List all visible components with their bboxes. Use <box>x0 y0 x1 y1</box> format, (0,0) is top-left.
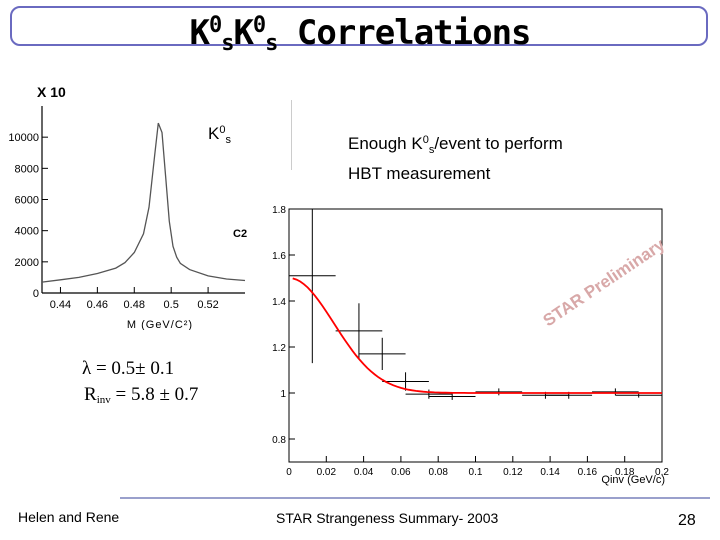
mass-y-tick-label: 2000 <box>15 257 39 269</box>
data-point <box>289 209 336 364</box>
slide-title: K0sK0s Correlations <box>189 13 531 56</box>
correlation-chart: 0 0.02 0.04 0.06 0.08 0.1 0.12 0.14 0.16 0.18 0.2 0… <box>233 205 669 486</box>
scale-label: X 10 <box>37 84 66 100</box>
footer-authors: Helen and Rene <box>18 509 120 525</box>
corr-y-tick-label: 1.6 <box>272 251 286 262</box>
corr-x-tick-label: 0.12 <box>503 467 523 478</box>
data-point <box>475 388 523 396</box>
data-point <box>428 393 476 400</box>
corr-x-tick-label: 0.02 <box>317 467 337 478</box>
corr-x-label: Qinv (GeV/c) <box>601 474 665 486</box>
corr-x-tick-label: 0.2 <box>655 467 669 478</box>
corr-frame <box>288 208 663 463</box>
title-frame <box>10 6 708 46</box>
mass-x-tick-label: 0.52 <box>197 299 218 311</box>
hbt-note: Enough K0s/event to perform HBT measureme… <box>348 134 563 183</box>
mass-y-tick-label: 10000 <box>8 132 39 144</box>
fit-curve <box>292 277 662 394</box>
corr-y-tick-label: 1.2 <box>272 343 286 354</box>
data-point <box>335 303 383 359</box>
corr-x-tick-label: 0.08 <box>428 467 448 478</box>
corr-x-tick-label: 0.14 <box>540 467 560 478</box>
corr-y-tick-label: 0.8 <box>272 435 286 446</box>
corr-x-tick-label: 0.18 <box>615 467 635 478</box>
data-point <box>382 372 429 391</box>
mass-y-tick-label: 8000 <box>15 163 39 175</box>
page-number: 28 <box>678 512 696 529</box>
mass-y-tick-label: 6000 <box>15 195 39 207</box>
preliminary-watermark: STAR Preliminary <box>540 235 669 331</box>
divider <box>291 100 292 170</box>
data-point <box>405 389 453 399</box>
mass-distribution-chart: 0.44 0.46 0.48 0.5 0.52 0 2000 4000 6000 8000 1000… <box>8 106 246 330</box>
corr-x-tick-label: 0.1 <box>469 467 483 478</box>
footer-divider <box>120 497 710 499</box>
mass-x-tick-label: 0.48 <box>124 299 145 311</box>
data-point <box>358 337 406 370</box>
corr-y-tick-label: 1.8 <box>272 205 286 216</box>
mass-x-label: M (GeV/C²) <box>127 319 193 330</box>
corr-x-tick-label: 0.06 <box>391 467 411 478</box>
corr-x-tick-label: 0.16 <box>578 467 598 478</box>
corr-x-tick-label: 0.04 <box>354 467 374 478</box>
mass-x-tick-label: 0.5 <box>164 299 179 311</box>
corr-x-tick-label: 0 <box>286 467 292 478</box>
footer-title: STAR Strangeness Summary- 2003 <box>276 510 499 526</box>
corr-y-tick-label: 1 <box>280 389 286 400</box>
mass-x-tick-label: 0.44 <box>50 299 71 311</box>
mass-x-tick-label: 0.46 <box>87 299 108 311</box>
mass-y-tick-label: 4000 <box>15 226 39 238</box>
lambda-result: λ = 0.5± 0.1 <box>82 358 175 379</box>
data-point <box>592 388 639 396</box>
rinv-result: Rinv = 5.8 ± 0.7 <box>84 384 199 406</box>
mass-distribution-curve <box>41 122 246 283</box>
corr-y-tick-label: 1.4 <box>272 297 286 308</box>
corr-title: C2 <box>233 228 247 240</box>
k0s-label: K0s <box>208 124 231 146</box>
mass-y-tick-label: 0 <box>33 288 39 300</box>
